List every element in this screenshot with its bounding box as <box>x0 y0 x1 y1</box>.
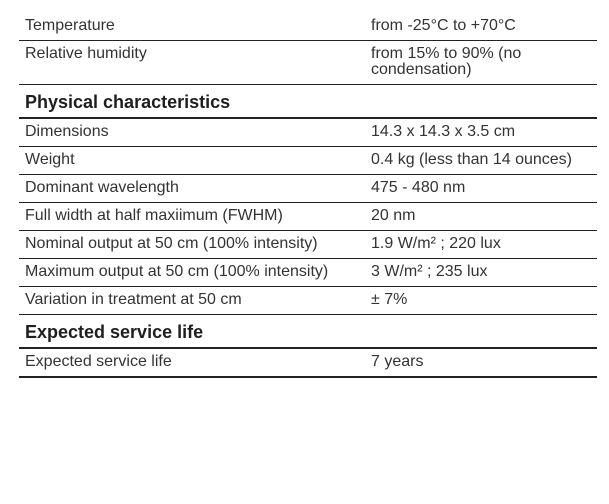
spec-label: Weight <box>19 146 361 175</box>
table-row: Relative humidity from 15% to 90% (no co… <box>19 40 597 85</box>
spec-label: Full width at half maxiimum (FWHM) <box>19 202 361 231</box>
spec-value: 475 - 480 nm <box>361 174 597 203</box>
spec-value: 3 W/m² ; 235 lux <box>361 258 597 287</box>
table-row: Expected service life 7 years <box>19 348 597 378</box>
table-row: Temperature from -25°C to +70°C <box>19 10 597 41</box>
spec-value: 1.9 W/m² ; 220 lux <box>361 230 597 259</box>
section-header-physical: Physical characteristics <box>19 84 597 119</box>
spec-label: Temperature <box>19 10 361 41</box>
spec-value: 0.4 kg (less than 14 ounces) <box>361 146 597 175</box>
spec-label: Expected service life <box>19 348 361 378</box>
table-row: Maximum output at 50 cm (100% intensity)… <box>19 258 597 287</box>
table-row: Variation in treatment at 50 cm ± 7% <box>19 286 597 315</box>
spec-value: from -25°C to +70°C <box>361 10 597 41</box>
spec-value: 20 nm <box>361 202 597 231</box>
spec-label: Dimensions <box>19 118 361 147</box>
section-title: Expected service life <box>19 314 597 349</box>
spec-label: Nominal output at 50 cm (100% intensity) <box>19 230 361 259</box>
section-header-service-life: Expected service life <box>19 314 597 349</box>
spec-value: 14.3 x 14.3 x 3.5 cm <box>361 118 597 147</box>
spec-label: Variation in treatment at 50 cm <box>19 286 361 315</box>
table-row: Dimensions 14.3 x 14.3 x 3.5 cm <box>19 118 597 147</box>
spec-value: 7 years <box>361 348 597 378</box>
table-row: Dominant wavelength 475 - 480 nm <box>19 174 597 203</box>
table-row: Full width at half maxiimum (FWHM) 20 nm <box>19 202 597 231</box>
spec-label: Maximum output at 50 cm (100% intensity) <box>19 258 361 287</box>
spec-value: from 15% to 90% (no condensation) <box>361 40 597 85</box>
spec-label: Relative humidity <box>19 40 361 85</box>
spec-label: Dominant wavelength <box>19 174 361 203</box>
table-row: Nominal output at 50 cm (100% intensity)… <box>19 230 597 259</box>
spec-value: ± 7% <box>361 286 597 315</box>
specifications-table: Temperature from -25°C to +70°C Relative… <box>19 10 597 378</box>
section-title: Physical characteristics <box>19 84 597 119</box>
table-row: Weight 0.4 kg (less than 14 ounces) <box>19 146 597 175</box>
